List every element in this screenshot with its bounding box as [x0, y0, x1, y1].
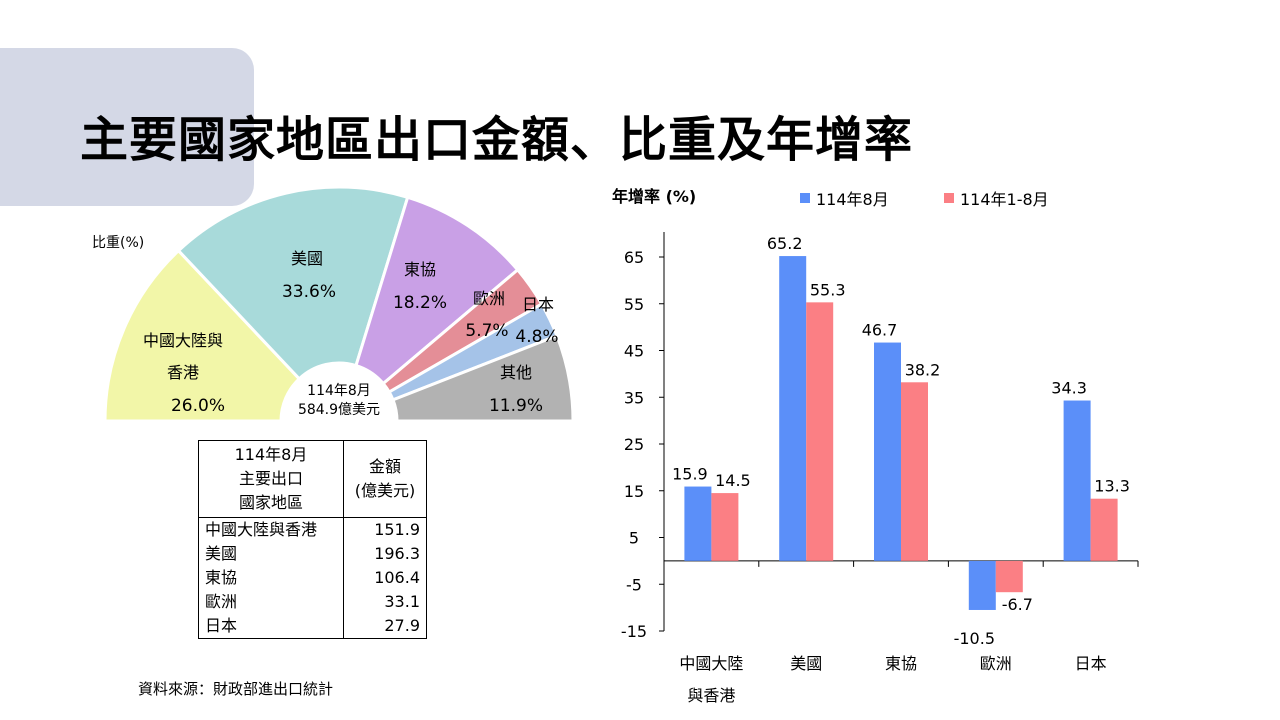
bar-value-label: 13.3 — [1094, 477, 1130, 496]
bar — [711, 493, 739, 561]
legend-label: 114年8月 — [816, 190, 889, 209]
x-category-label: 歐洲 — [980, 654, 1012, 673]
y-tick-label: 15 — [624, 482, 644, 501]
pie-slice — [354, 195, 520, 386]
legend-item-ytd: 114年1-8月 — [944, 186, 1049, 210]
pie-unit-label: 比重(%) — [92, 235, 145, 251]
y-tick-label: -5 — [626, 575, 642, 594]
table-row: 美國 196.3 — [198, 542, 427, 566]
pie-slice-label: 歐洲 — [473, 289, 505, 308]
pie-slice-percent: 5.7% — [465, 321, 508, 341]
x-category-label: 日本 — [1075, 654, 1107, 673]
bar-value-label: 34.3 — [1051, 379, 1087, 398]
x-category-label: 美國 — [790, 654, 822, 673]
y-tick-label: 5 — [629, 529, 639, 548]
bar-value-label: 55.3 — [810, 280, 846, 299]
x-category-label: 與香港 — [687, 686, 735, 705]
y-axis-label: 年增率 (%) — [612, 187, 697, 206]
pie-center-label: 114年8月 — [307, 383, 371, 399]
bar-value-label: 14.5 — [715, 471, 751, 490]
pie-slice-label: 香港 — [167, 363, 199, 382]
table-header-amount: 金額 (億美元) — [343, 440, 427, 518]
bar — [995, 560, 1023, 593]
pie-slice-percent: 4.8% — [515, 327, 558, 347]
table-row: 日本 27.9 — [198, 614, 427, 639]
pie-center-value: 584.9億美元 — [298, 402, 380, 418]
pie-slice-label: 美國 — [291, 249, 323, 268]
bar — [1090, 498, 1118, 561]
x-category-label: 東協 — [885, 654, 917, 673]
bar — [806, 302, 834, 561]
pie-slice-label: 東協 — [404, 260, 436, 279]
bar — [968, 560, 996, 610]
legend-swatch-blue — [800, 193, 810, 203]
y-tick-label: -15 — [621, 622, 647, 641]
bar-value-label: 15.9 — [672, 465, 708, 484]
pie-slice-percent: 11.9% — [489, 396, 543, 416]
pie-slice-percent: 18.2% — [393, 293, 447, 313]
bar-value-label: -6.7 — [1002, 595, 1033, 614]
legend-label: 114年1-8月 — [960, 190, 1049, 209]
bar — [874, 342, 901, 561]
table-header-region: 114年8月 主要出口 國家地區 — [198, 440, 344, 518]
source-note: 資料來源：財政部進出口統計 — [138, 680, 334, 698]
pie-slice — [176, 185, 410, 381]
bar — [779, 256, 807, 561]
pie-slice-label: 中國大陸與 — [143, 331, 223, 350]
pie-slice-percent: 33.6% — [282, 282, 336, 302]
bar-value-label: 65.2 — [767, 234, 803, 253]
table-row: 中國大陸與香港 151.9 — [198, 517, 427, 542]
bar — [1063, 400, 1091, 561]
title-background-tab — [0, 48, 254, 206]
bar-value-label: 38.2 — [905, 360, 941, 379]
bar — [684, 486, 712, 561]
table-row: 歐洲 33.1 — [198, 590, 427, 614]
bar-value-label: 46.7 — [862, 321, 898, 340]
pie-slice-label: 其他 — [500, 363, 532, 382]
page-title: 主要國家地區出口金額、比重及年增率 — [80, 112, 914, 168]
pie-slice-label: 日本 — [522, 295, 554, 314]
bar — [901, 382, 928, 561]
semi-donut-chart: 中國大陸與香港 26.0% 美國 33.6% 東協 18.2% 歐洲 5.7% 日本 4.8% 其他… — [103, 185, 575, 423]
export-amount-table: 114年8月 主要出口 國家地區 金額 (億美元) 中國大陸與香港 151.9 美… — [198, 440, 427, 639]
legend-swatch-red — [944, 193, 954, 203]
pie-slice-percent: 26.0% — [171, 396, 225, 416]
pie-slice — [103, 248, 302, 423]
bar-value-label: -10.5 — [954, 629, 995, 648]
x-category-label: 中國大陸 — [679, 654, 743, 673]
table-row: 東協 106.4 — [198, 566, 427, 590]
pie-slice — [391, 333, 575, 423]
legend-item-aug: 114年8月 — [800, 186, 889, 210]
